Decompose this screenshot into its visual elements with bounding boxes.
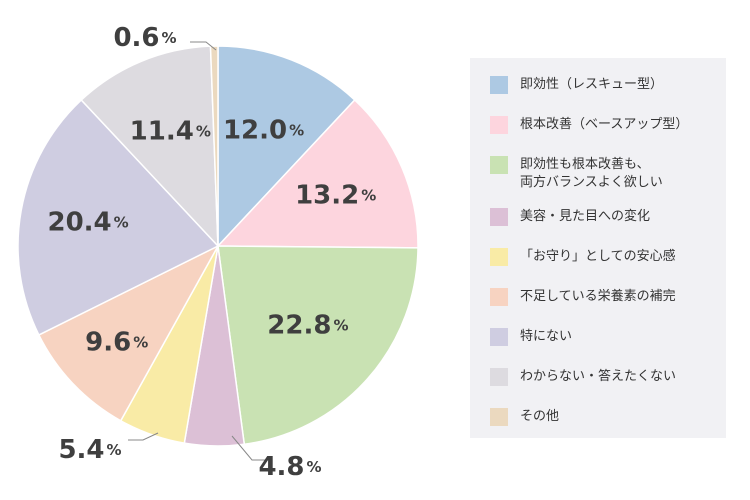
legend-item-5: 「お守り」としての安心感 <box>490 248 676 266</box>
pie-slice-8 <box>80 45 219 248</box>
legend-item-9: その他 <box>490 408 559 426</box>
legend-item-2: 根本改善（ベースアップ型） <box>490 116 688 134</box>
legend-swatch <box>490 76 508 94</box>
data-label-5: 5.4% <box>58 435 121 465</box>
legend-item-7: 特にない <box>490 328 572 346</box>
legend-swatch <box>490 116 508 134</box>
legend-swatch <box>490 248 508 266</box>
data-label-6: 9.6% <box>85 328 148 358</box>
legend-label: わからない・答えたくない <box>520 369 677 384</box>
legend-label: 即効性（レスキュー型） <box>520 77 664 92</box>
pie-slice-6 <box>37 244 220 422</box>
data-label-4: 4.8% <box>258 452 321 482</box>
legend-label: その他 <box>520 409 560 424</box>
legend-item-1: 即効性（レスキュー型） <box>490 76 663 94</box>
legend-swatch <box>490 408 508 426</box>
leader-line-5 <box>128 432 159 441</box>
legend-item-6: 不足している栄養素の補完 <box>490 288 676 306</box>
legend-swatch <box>490 288 508 306</box>
data-label-1: 12.0% <box>223 116 304 146</box>
legend-item-8: わからない・答えたくない <box>490 368 676 386</box>
data-label-9: 0.6% <box>113 23 176 53</box>
data-label-3: 22.8% <box>267 311 348 341</box>
legend-label: 「お守り」としての安心感 <box>520 249 676 264</box>
legend-swatch <box>490 208 508 226</box>
pie-slice-7 <box>17 98 220 336</box>
leader-line-9 <box>190 41 217 51</box>
legend: 即効性（レスキュー型） 根本改善（ベースアップ型） 即効性も根本改善も、 両方バラン… <box>470 58 726 438</box>
legend-label: 不足している栄養素の補完 <box>520 289 676 304</box>
legend-label: 即効性も根本改善も、 両方バランスよく欲しい <box>520 157 663 190</box>
legend-swatch <box>490 156 508 174</box>
data-label-7: 20.4% <box>48 208 129 238</box>
leader-line-4 <box>231 435 268 461</box>
pie-slice-1 <box>217 45 356 248</box>
legend-label: 美容・見た目への変化 <box>520 209 651 224</box>
pie-slice-3 <box>217 245 419 446</box>
pie-slice-2 <box>216 98 419 249</box>
data-label-2: 13.2% <box>295 181 376 211</box>
legend-swatch <box>490 328 508 346</box>
legend-item-3: 即効性も根本改善も、 両方バランスよく欲しい <box>490 156 663 192</box>
legend-item-4: 美容・見た目への変化 <box>490 208 650 226</box>
legend-swatch <box>490 368 508 386</box>
legend-label: 特にない <box>520 329 573 344</box>
legend-label: 根本改善（ベースアップ型） <box>520 117 689 132</box>
data-label-8: 11.4% <box>130 117 211 147</box>
